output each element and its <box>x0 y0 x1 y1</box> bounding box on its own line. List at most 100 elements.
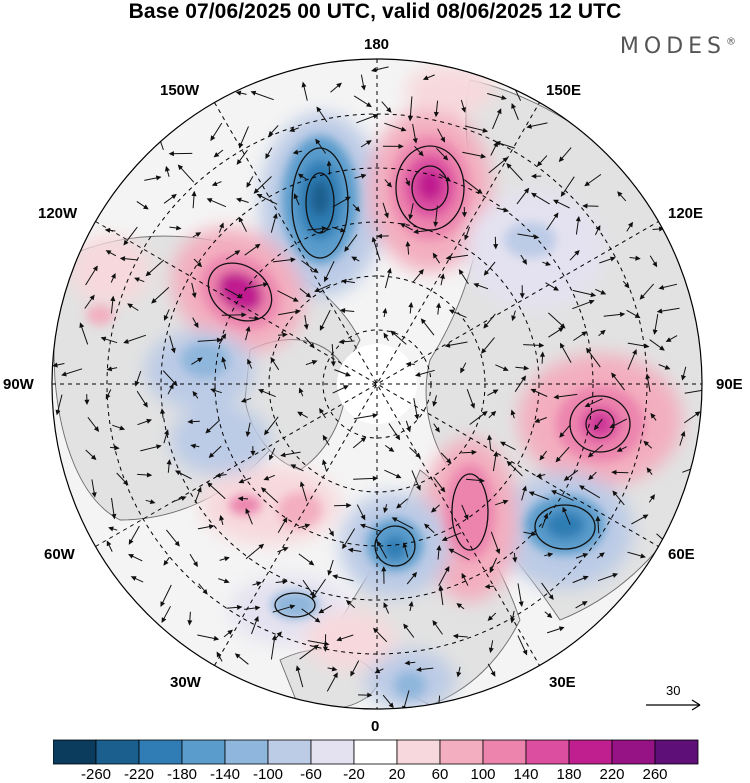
colorbar <box>53 739 699 765</box>
wind-vector-head <box>420 318 427 324</box>
wind-vector-head <box>581 601 588 606</box>
wind-vector-head <box>258 389 264 394</box>
colorbar-swatch <box>95 739 140 765</box>
wind-vector-head <box>545 261 551 266</box>
wind-vector-head <box>422 75 429 81</box>
wind-vector-head <box>403 623 409 630</box>
wind-vector-head <box>366 102 372 108</box>
colorbar-tick-label: -180 <box>166 766 198 783</box>
wind-vector-head <box>493 451 499 457</box>
circulation-contours <box>207 145 631 618</box>
wind-vector-head <box>490 670 496 677</box>
wind-vector-head <box>652 329 658 335</box>
wind-vector-head <box>111 513 117 520</box>
colorbar-tick-label: 100 <box>470 766 496 783</box>
wind-vector-head <box>240 397 247 403</box>
wind-vector-head <box>119 425 126 431</box>
wind-vector-head <box>609 423 616 429</box>
wind-vector-head <box>484 583 490 590</box>
wind-vector-head <box>386 181 392 188</box>
wind-vector-head <box>398 143 404 149</box>
wind-vector-head <box>246 181 252 188</box>
wind-vector-head <box>92 265 98 272</box>
wind-vector-head <box>464 234 469 241</box>
wind-vector-head <box>104 227 111 233</box>
wind-vector-head <box>536 161 543 167</box>
wind-vector-head <box>293 193 299 200</box>
wind-vector-head <box>656 308 663 314</box>
colorbar-swatch <box>353 739 398 765</box>
wind-vector-head <box>530 388 537 394</box>
wind-vector-head <box>268 130 274 137</box>
wind-vector-head <box>263 475 270 481</box>
wind-vector-head <box>645 373 651 380</box>
wind-vector-head <box>448 309 455 315</box>
wind-vector-head <box>547 552 554 558</box>
wind-vector-head <box>304 523 311 529</box>
wind-vector-head <box>250 90 257 96</box>
wind-vector-head <box>523 187 530 194</box>
wind-vector-head <box>448 548 455 554</box>
colorbar-swatch <box>482 739 527 765</box>
colorbar-tick-label: 260 <box>642 766 668 783</box>
wind-vector-head <box>235 90 242 96</box>
wind-vector-head <box>224 556 230 562</box>
wind-vector-head <box>250 450 256 457</box>
wind-vector-head <box>506 460 513 467</box>
colorbar-swatch <box>267 739 312 765</box>
wind-vector-head <box>617 191 623 197</box>
wind-vector-head <box>238 142 244 149</box>
wind-vector-head <box>388 702 394 709</box>
wind-vector-head <box>345 599 352 606</box>
wind-vector-head <box>386 267 392 274</box>
wind-vector-head <box>215 472 221 478</box>
wind-vector-head <box>166 459 172 465</box>
wind-vector-head <box>360 514 366 521</box>
wind-vector-head <box>122 479 129 486</box>
wind-vector-head <box>289 604 296 610</box>
wind-vector-head <box>196 261 203 268</box>
wind-vector-head <box>520 375 527 382</box>
lon-label-30w: 30W <box>170 674 201 691</box>
wind-vector-head <box>292 149 299 155</box>
wind-vector-head <box>130 576 137 581</box>
wind-vector-head <box>502 157 509 163</box>
wind-vector-head <box>461 106 467 113</box>
wind-vector-head <box>600 329 606 336</box>
wind-vector-head <box>177 164 184 171</box>
wind-vector-head <box>344 246 350 252</box>
wind-vector-head <box>649 494 655 500</box>
colorbar-swatch <box>138 739 183 765</box>
wind-vector-head <box>440 486 446 493</box>
colorbar-swatch <box>396 739 441 765</box>
wind-vector-head <box>559 432 565 438</box>
wind-vector-head <box>236 197 242 203</box>
wind-vector-head <box>210 388 216 394</box>
wind-vector-head <box>479 478 485 484</box>
wind-vector-head <box>595 224 601 231</box>
wind-vector-head <box>609 256 616 262</box>
wind-vector-head <box>371 67 377 73</box>
wind-vector-head <box>256 193 263 199</box>
wind-vector-head <box>530 531 537 537</box>
wind-vector-head <box>406 426 411 433</box>
wind-vector-head <box>202 589 208 595</box>
wind-vector-head <box>61 371 67 377</box>
wind-vector-head <box>555 456 561 463</box>
wind-vector-head <box>114 445 120 451</box>
wind-vector-head <box>612 573 619 578</box>
wind-vectors <box>52 66 702 709</box>
wind-vector-head <box>295 309 302 315</box>
wind-vector-head <box>546 612 553 619</box>
wind-vector-head <box>476 188 483 194</box>
wind-vector-head <box>390 330 396 336</box>
wind-vector-head <box>611 372 617 379</box>
wind-vector-head <box>93 426 100 432</box>
wind-vector-head <box>193 561 198 568</box>
wind-vector-head <box>234 250 241 256</box>
wind-vector-head <box>404 660 410 666</box>
wind-vector-head <box>253 188 260 194</box>
colorbar-tick-label: 180 <box>556 766 582 783</box>
wind-vector-head <box>195 232 202 238</box>
wind-vector <box>684 389 702 394</box>
